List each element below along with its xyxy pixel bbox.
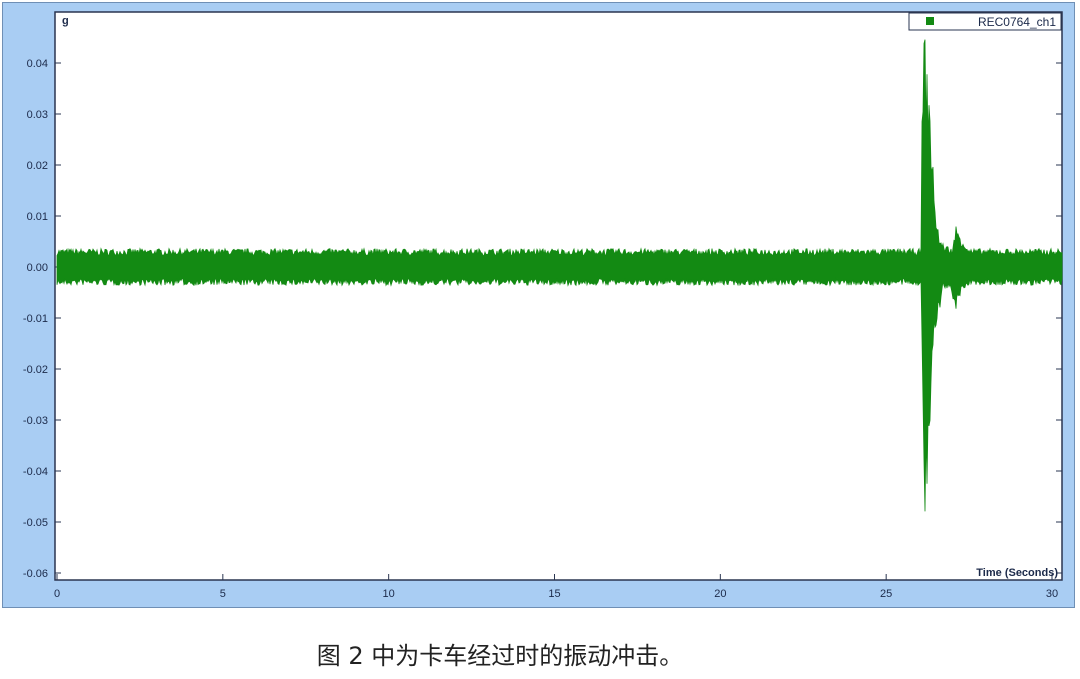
y-tick-label: -0.06 [23, 568, 48, 580]
y-tick-label: 0.02 [27, 160, 48, 172]
figure-caption: 图 2 中为卡车经过时的振动冲击。 [316, 642, 684, 670]
legend-label: REC0764_ch1 [978, 15, 1056, 29]
y-tick-label: -0.02 [23, 364, 48, 376]
legend-box [908, 12, 1062, 31]
x-axis-label: Time (Seconds) [976, 567, 1058, 579]
y-tick-label: 0.00 [27, 262, 48, 274]
x-tick-label: 0 [54, 588, 60, 600]
chart: 0.04 0.03 0.02 0.01 0.00 -0.01 -0.02 -0.03 -0.04… [23, 11, 1063, 600]
x-tick-label: 20 [714, 588, 726, 600]
y-tick-label: 0.04 [27, 58, 48, 70]
y-tick-label: 0.01 [27, 211, 48, 223]
y-tick-label: -0.05 [23, 517, 48, 529]
plot-area [54, 11, 1063, 581]
x-tick-label: 5 [220, 588, 226, 600]
y-tick-label: -0.03 [23, 415, 48, 427]
x-tick-label: 10 [383, 588, 395, 600]
legend: REC0764_ch1 [908, 12, 1062, 31]
y-tick-label: 0.03 [27, 109, 48, 121]
x-tick-label: 15 [548, 588, 560, 600]
y-axis-label: g [62, 15, 69, 27]
y-tick-label: -0.04 [23, 466, 48, 478]
x-tick-label: 30 [1046, 588, 1058, 600]
y-tick-label: -0.01 [23, 313, 48, 325]
series-waveform-REC0764_ch1 [56, 39, 1063, 512]
legend-swatch [926, 17, 934, 25]
x-tick-label: 25 [880, 588, 892, 600]
